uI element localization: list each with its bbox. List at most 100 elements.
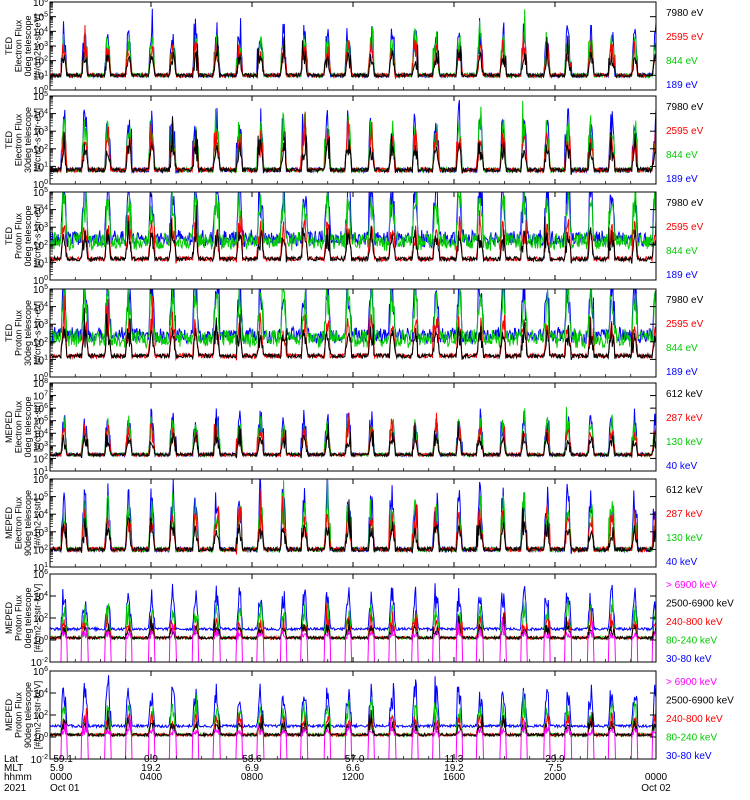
panel-3-ytick-label: 105 xyxy=(33,187,48,199)
x-axis-lat-label: 58.6 xyxy=(242,754,262,765)
panel-4-legend-entry: 7980 eV xyxy=(666,295,704,306)
x-axis-hhmm-label: 1600 xyxy=(443,772,466,783)
panel-2-legend-entry: 7980 eV xyxy=(666,102,704,113)
panel-3-series-3 xyxy=(50,192,656,252)
panel-2-legend-entry: 2595 eV xyxy=(666,126,704,137)
panel-2-legend-entry: 189 eV xyxy=(666,174,698,185)
panel-7-series-2 xyxy=(50,612,656,643)
panel-3-legend-entry: 7980 eV xyxy=(666,198,704,209)
panel-1-legend-entry: 2595 eV xyxy=(666,32,704,43)
panel-8-ylabel-line: MEPED xyxy=(4,699,14,732)
x-axis-date-label: Oct 02 xyxy=(641,783,671,794)
x-axis-mlt-label: 6.6 xyxy=(346,763,360,774)
panel-5-ylabel-line: MEPED xyxy=(4,411,14,444)
panel-6-traces xyxy=(50,479,656,555)
panel-8-ylabel-line: 90deg telescope xyxy=(23,682,33,748)
panel-1-traces xyxy=(50,8,656,80)
x-axis-row-label: hhmm xyxy=(4,772,32,783)
x-axis-hhmm-label: 0400 xyxy=(140,772,163,783)
panel-7-ytick-label: 106 xyxy=(33,569,48,581)
panel-4-ylabel-line: 30deg telescope xyxy=(23,300,33,366)
panel-7-legend-entry: 240-800 keV xyxy=(666,617,723,628)
x-axis-row-label: Lat xyxy=(4,754,18,765)
x-axis-date-label: Oct 01 xyxy=(50,783,80,794)
panel-4-ytick-label: 105 xyxy=(33,284,48,296)
panel-3-legend-entry: 844 eV xyxy=(666,246,698,257)
panel-6-ylabel-line: Electron Flux xyxy=(14,496,24,549)
x-axis-hhmm-label: 1200 xyxy=(342,772,365,783)
panel-7-ylabel-line: 0deg telescope xyxy=(23,587,33,648)
panel-5-legend-entry: 40 keV xyxy=(666,461,697,472)
panel-2-traces xyxy=(50,100,656,176)
panel-7-legend-entry: 80-240 keV xyxy=(666,636,717,647)
panel-1-legend-entry: 844 eV xyxy=(666,56,698,67)
panel-3-ylabel-line: 0deg telescope xyxy=(23,205,33,266)
panel-3-legend-entry: 2595 eV xyxy=(666,222,704,233)
panel-6-legend-entry: 287 keV xyxy=(666,509,703,520)
panel-5-ylabel-line: Electron Flux xyxy=(14,400,24,453)
x-axis-lat-label: -57.0 xyxy=(342,754,365,765)
panel-8-ytick-label: 106 xyxy=(33,666,48,678)
x-axis-hhmm-label: 0800 xyxy=(241,772,264,783)
panel-1-ylabel-line: TED xyxy=(4,36,14,55)
panel-2-ylabel-line: 30deg telescope xyxy=(23,107,33,173)
panel-8-series-1 xyxy=(60,714,656,759)
panel-6-legend-entry: 40 keV xyxy=(666,557,697,568)
panel-1-ylabel-line: [#/cm2-s-str-eV] xyxy=(33,14,43,78)
panel-1-ylabel-line: 0deg telescope xyxy=(23,15,33,76)
panel-4-ylabel-line: Proton Flux xyxy=(14,309,24,356)
panel-1-ylabel-line: Electron Flux xyxy=(14,19,24,72)
panel-6-legend-entry: 130 keV xyxy=(666,533,703,544)
panel-3-ylabel-line: TED xyxy=(4,226,14,245)
panel-5-legend-entry: 287 keV xyxy=(666,413,703,424)
panel-5-frame xyxy=(49,382,657,472)
panel-3-series-1 xyxy=(50,204,656,264)
panel-2-legend-entry: 844 eV xyxy=(666,150,698,161)
panel-3-ylabel-line: [#/cm2-s-str-eV] xyxy=(33,204,43,268)
x-axis-hhmm-label: 2000 xyxy=(544,772,567,783)
x-axis-mlt-label: 6.9 xyxy=(245,763,259,774)
panel-4-legend-entry: 2595 eV xyxy=(666,319,704,330)
panel-1-legend-entry: 189 eV xyxy=(666,80,698,91)
panel-8-ylabel-line: [#/cm2-s-str-keV] xyxy=(33,681,43,750)
panel-8-legend-entry: 80-240 keV xyxy=(666,733,717,744)
x-axis-lat-label: -59.1 xyxy=(50,754,73,765)
x-axis-lat-label: 0.9 xyxy=(144,754,158,765)
panel-3-traces xyxy=(50,192,656,264)
x-axis-mlt-label: 19.2 xyxy=(444,763,464,774)
panel-8-legend-entry: > 6900 keV xyxy=(666,677,717,688)
panel-5-ytick-label: 102 xyxy=(33,453,48,465)
panel-5-ylabel-line: 0deg telescope xyxy=(23,396,33,457)
panel-6-legend-entry: 612 keV xyxy=(666,485,703,496)
x-axis-mlt-label: 19.2 xyxy=(141,763,161,774)
panel-6-ytick-label: 106 xyxy=(33,474,48,486)
x-axis-hhmm-label: 0000 xyxy=(50,772,73,783)
panel-6-ylabel-line: MEPED xyxy=(4,507,14,540)
x-axis-row-label: MLT xyxy=(4,763,23,774)
panel-7-legend-entry: 2500-6900 keV xyxy=(666,599,734,610)
panel-6-ylabel-line: [#/cm2-s-str] xyxy=(33,498,43,548)
panel-2-series-1 xyxy=(50,116,656,176)
panel-8-legend-entry: 240-800 keV xyxy=(666,714,723,725)
panel-4-ylabel-line: [#/cm2-s-str-eV] xyxy=(33,301,43,365)
panel-8-legend-entry: 2500-6900 keV xyxy=(666,696,734,707)
panel-4-legend-entry: 189 eV xyxy=(666,367,698,378)
panel-7-legend-entry: 30-80 keV xyxy=(666,654,712,665)
x-axis-mlt-label: 5.9 xyxy=(50,763,64,774)
panel-6-ylabel-line: 90deg telescope xyxy=(23,490,33,556)
panel-8-legend-entry: 30-80 keV xyxy=(666,751,712,762)
panel-8-traces xyxy=(50,675,656,759)
panel-5-legend-entry: 612 keV xyxy=(666,389,703,400)
panel-7-ylabel-line: Proton Flux xyxy=(14,594,24,641)
panel-5-ylabel-line: [#/cm2-s-str] xyxy=(33,402,43,452)
panel-5-series-1 xyxy=(50,418,656,459)
